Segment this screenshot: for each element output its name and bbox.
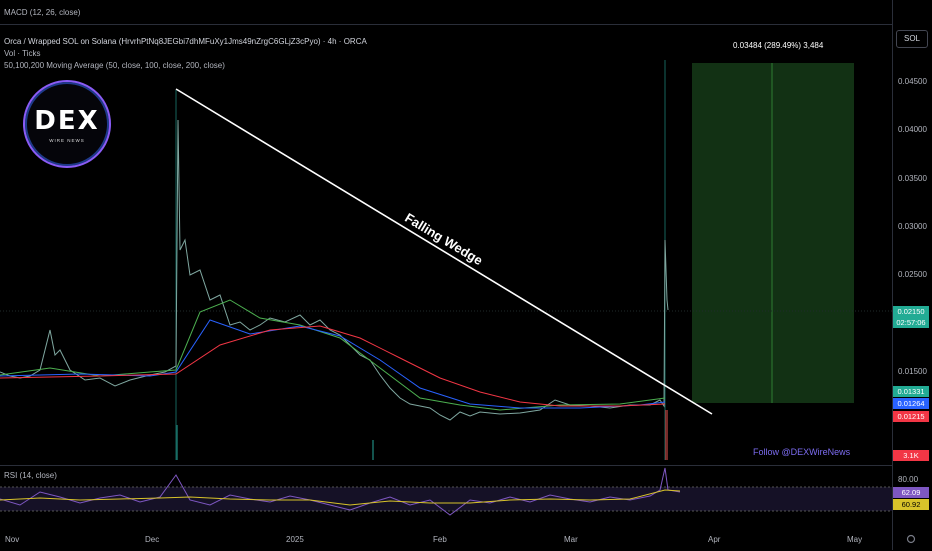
rsi-band xyxy=(0,487,892,511)
price-tick: 0.02500 xyxy=(898,270,927,279)
countdown-tag: 02:57:06 xyxy=(893,317,929,328)
volume-bars xyxy=(176,410,668,460)
time-tick: Feb xyxy=(433,535,447,544)
ma50-tag: 0.01331 xyxy=(893,386,929,397)
ma100-tag: 0.01264 xyxy=(893,398,929,409)
price-tick: 0.03000 xyxy=(898,222,927,231)
pane-separator[interactable] xyxy=(0,465,892,466)
chart-title: Orca / Wrapped SOL on Solana (HrvrhPtNq8… xyxy=(4,37,367,46)
ma100-line xyxy=(0,319,666,409)
volume-tag: 3.1K xyxy=(893,450,929,461)
target-zone xyxy=(692,63,854,403)
rsi-value-tag: 62.09 xyxy=(893,487,929,498)
logo-subtitle: WIRE NEWS xyxy=(49,138,85,143)
settings-gear-icon[interactable] xyxy=(897,532,925,546)
ma200-tag: 0.01215 xyxy=(893,411,929,422)
volume-legend[interactable]: Vol · Ticks xyxy=(4,49,41,58)
ma-legend[interactable]: 50,100,200 Moving Average (50, close, 10… xyxy=(4,61,225,70)
price-range-label[interactable]: 0.03484 (289.49%) 3,484 xyxy=(733,41,824,50)
watermark: Follow @DEXWireNews xyxy=(753,447,851,457)
rsi-tick: 80.00 xyxy=(898,475,919,484)
time-tick: Apr xyxy=(708,535,721,544)
price-tick: 0.03500 xyxy=(898,174,927,183)
rsi-ma-line xyxy=(0,489,681,506)
falling-wedge-line xyxy=(175,88,713,415)
time-tick: Mar xyxy=(564,535,578,544)
price-line xyxy=(0,119,669,421)
currency-button[interactable]: SOL xyxy=(896,30,928,48)
logo-text: DEX xyxy=(34,106,100,136)
time-tick: 2025 xyxy=(286,535,304,544)
price-chart[interactable] xyxy=(0,0,892,550)
price-tick: 0.01500 xyxy=(898,367,927,376)
rsi-line xyxy=(0,467,681,516)
rsi-ma-tag: 60.92 xyxy=(893,499,929,510)
dex-wire-news-logo: DEX WIRE NEWS xyxy=(23,80,111,168)
price-tick: 0.04000 xyxy=(898,125,927,134)
rsi-label[interactable]: RSI (14, close) xyxy=(4,471,57,480)
time-tick: Dec xyxy=(145,535,160,544)
time-tick: Nov xyxy=(5,535,20,544)
ma50-line xyxy=(0,299,666,411)
macd-label[interactable]: MACD (12, 26, close) xyxy=(4,8,81,17)
price-tick: 0.04500 xyxy=(898,77,927,86)
ma200-line xyxy=(0,325,666,407)
time-tick: May xyxy=(847,535,863,544)
last-price-tag: 0.02150 xyxy=(893,306,929,317)
pane-separator-top[interactable] xyxy=(0,24,892,25)
